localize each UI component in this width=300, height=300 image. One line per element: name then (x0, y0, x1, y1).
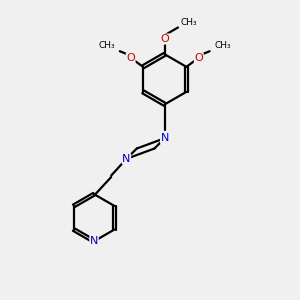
Text: N: N (122, 154, 130, 164)
Text: N: N (90, 236, 98, 246)
Text: O: O (194, 53, 203, 63)
Text: O: O (160, 34, 169, 44)
Text: CH₃: CH₃ (215, 41, 231, 50)
Text: CH₃: CH₃ (181, 18, 197, 27)
Text: N: N (160, 133, 169, 143)
Text: O: O (126, 53, 135, 63)
Text: CH₃: CH₃ (98, 41, 115, 50)
